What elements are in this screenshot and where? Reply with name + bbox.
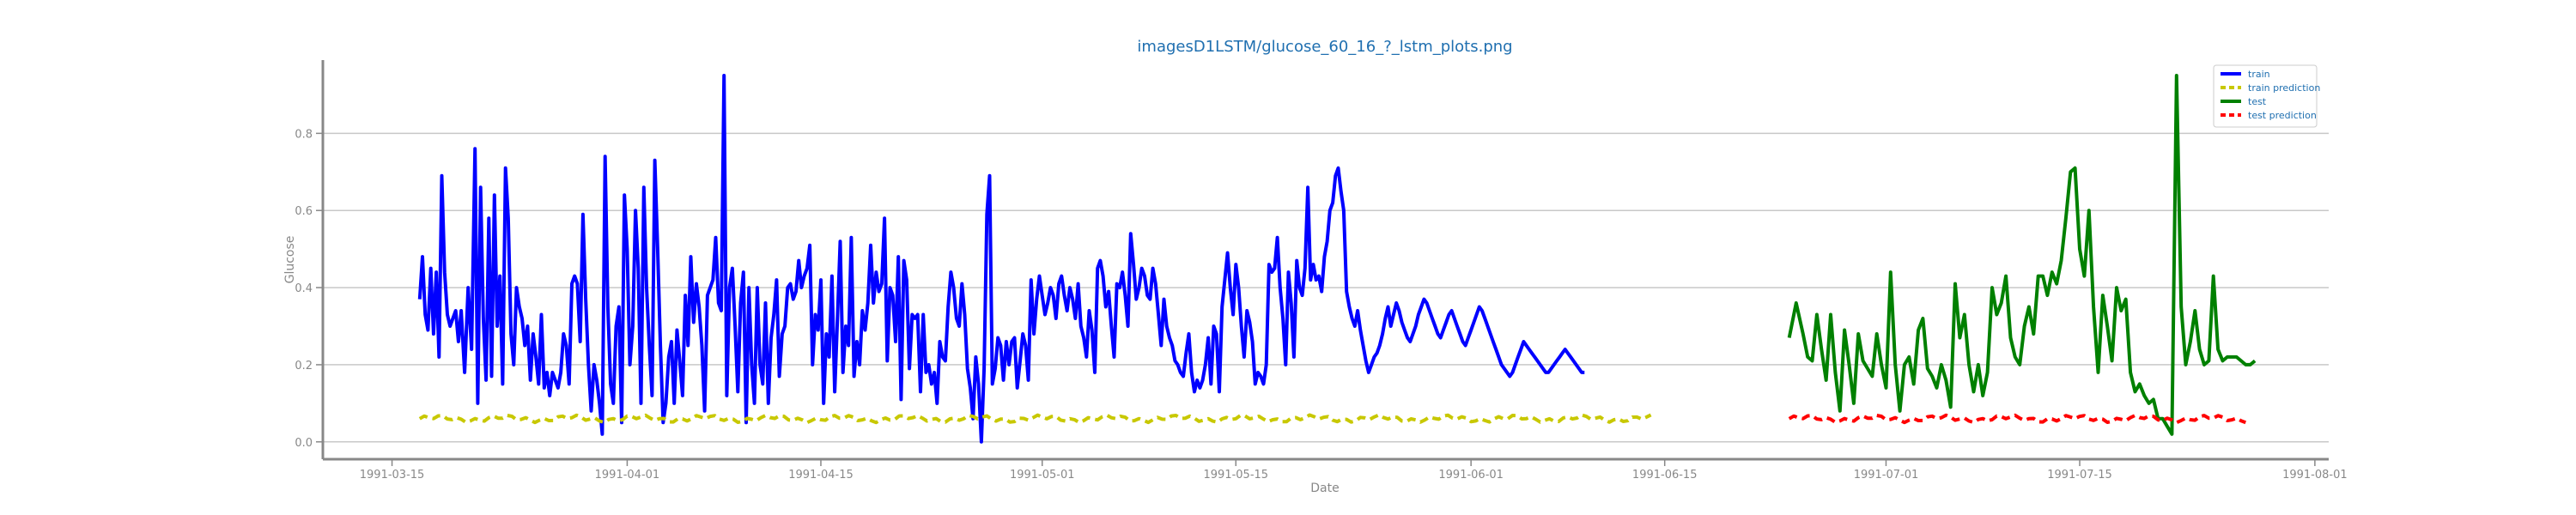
x-tick-label: 1991-03-15	[360, 469, 425, 482]
legend-label: train	[2248, 69, 2270, 80]
x-tick-label: 1991-06-15	[1632, 469, 1698, 482]
x-tick-label: 1991-05-01	[1010, 469, 1075, 482]
y-tick-label: 0.8	[295, 128, 313, 141]
ticks: 0.0 0.2 0.4 0.6 0.8 1991-03-15 1991-04-01 1991-…	[295, 128, 2347, 482]
x-tick-label: 1991-07-15	[2047, 469, 2112, 482]
x-axis-title: Date	[1310, 482, 1339, 495]
y-tick-label: 0.0	[295, 437, 313, 450]
series-line-train-prediction	[418, 413, 1652, 425]
y-axis-title: Glucose	[283, 236, 297, 284]
x-tick-label: 1991-08-01	[2282, 469, 2348, 482]
x-tick-label: 1991-04-15	[788, 469, 854, 482]
series-line-test-prediction	[1788, 413, 2247, 425]
x-tick-label: 1991-04-01	[595, 469, 660, 482]
x-tick-label: 1991-06-01	[1438, 469, 1504, 482]
series-line-train	[417, 74, 1585, 444]
legend-box	[2213, 64, 2318, 128]
y-tick-label: 0.4	[295, 282, 313, 295]
legend-label: train prediction	[2248, 82, 2320, 94]
y-tick-label: 0.2	[295, 360, 313, 373]
x-tick-label: 1991-05-15	[1204, 469, 1269, 482]
legend-label: test	[2248, 96, 2267, 107]
x-tick-label: 1991-07-01	[1854, 469, 1919, 482]
series-line-test	[1787, 74, 2257, 436]
chart-title: imagesD1LSTM/glucose_60_16_?_lstm_plots.…	[1137, 38, 1512, 56]
legend-label: test prediction	[2248, 110, 2317, 121]
legend: train train prediction test test prediction	[2213, 64, 2320, 128]
y-tick-label: 0.6	[295, 205, 313, 218]
series-layer	[417, 74, 2257, 444]
